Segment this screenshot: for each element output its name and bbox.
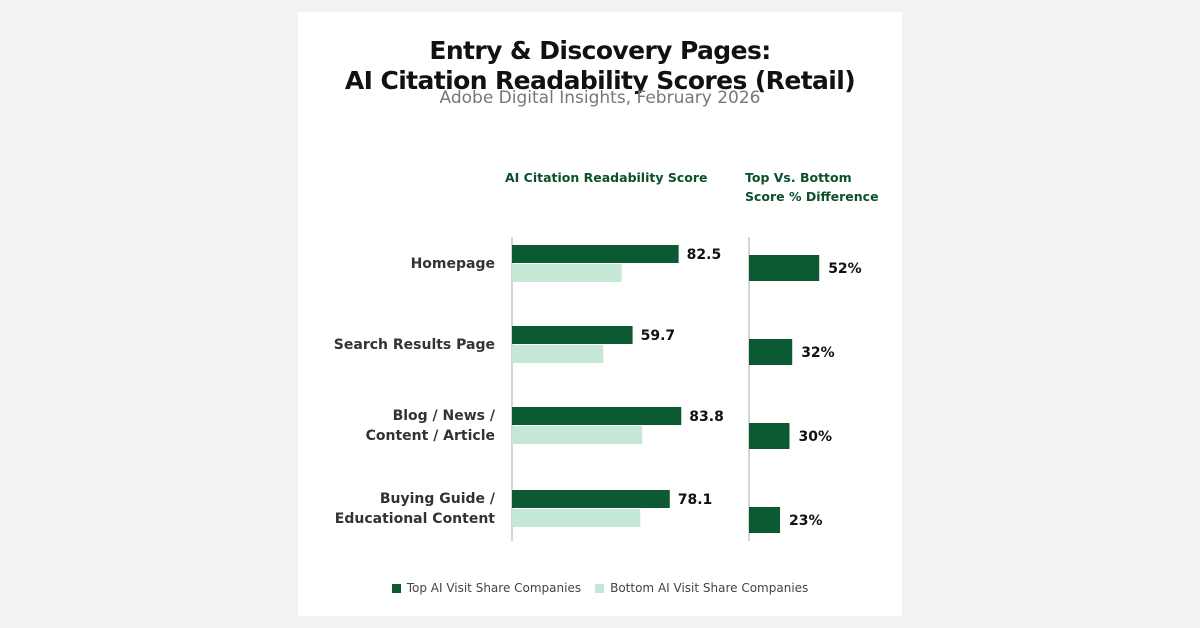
bar-bottom xyxy=(512,509,641,527)
bar-top xyxy=(512,326,633,344)
legend-swatch-bottom xyxy=(595,583,605,593)
category-label: Blog / News / xyxy=(393,408,496,424)
bar-top xyxy=(512,490,670,508)
legend-label-bottom: Bottom AI Visit Share Companies xyxy=(610,581,809,595)
chart-title-line-2: AI Citation Readability Scores (Retail) xyxy=(344,66,856,95)
data-label-top: 83.8 xyxy=(689,409,724,425)
category-label: Homepage xyxy=(411,256,495,272)
bar-bottom xyxy=(512,426,643,444)
data-label-top: 78.1 xyxy=(678,492,713,508)
category-label: Buying Guide / xyxy=(380,491,496,507)
right-panel-header-line-1: Top Vs. Bottom xyxy=(745,170,852,185)
data-label-top: 59.7 xyxy=(641,328,676,344)
diff-data-label: 32% xyxy=(801,345,835,361)
chart-card: Entry & Discovery Pages: AI Citation Rea… xyxy=(298,12,902,616)
legend-label-top: Top AI Visit Share Companies xyxy=(406,581,582,595)
diff-data-label: 30% xyxy=(799,429,833,445)
right-panel-header-line-2: Score % Difference xyxy=(745,189,879,204)
legend-item-bottom: Bottom AI Visit Share Companies xyxy=(595,581,808,595)
chart-subtitle: Adobe Digital Insights, February 2026 xyxy=(439,88,761,108)
diff-data-label: 52% xyxy=(828,261,862,277)
bar-top xyxy=(512,245,679,263)
category-label: Search Results Page xyxy=(334,337,495,353)
chart-title-line-1: Entry & Discovery Pages: xyxy=(429,36,771,65)
data-label-top: 82.5 xyxy=(687,247,722,263)
diff-bar xyxy=(749,507,781,533)
diff-bar xyxy=(749,255,820,281)
diff-bar xyxy=(749,423,790,449)
chart-title: Entry & Discovery Pages: AI Citation Rea… xyxy=(298,36,902,96)
bar-chart: Homepage 82.5 Search Results Page 59.7 Blog … xyxy=(334,237,862,541)
category-label: Educational Content xyxy=(335,511,496,527)
left-panel-header: AI Citation Readability Score xyxy=(505,170,708,185)
diff-bar xyxy=(749,339,793,365)
bar-top xyxy=(512,407,682,425)
bar-bottom xyxy=(512,264,622,282)
bar-bottom xyxy=(512,345,604,363)
right-panel-header: Top Vs. Bottom Score % Difference xyxy=(745,168,879,206)
legend-swatch-top xyxy=(391,583,401,593)
category-label: Content / Article xyxy=(366,428,495,444)
diff-data-label: 23% xyxy=(789,513,823,529)
legend-item-top: Top AI Visit Share Companies xyxy=(391,581,582,595)
legend: Top AI Visit Share Companies Bottom AI V… xyxy=(298,581,902,595)
